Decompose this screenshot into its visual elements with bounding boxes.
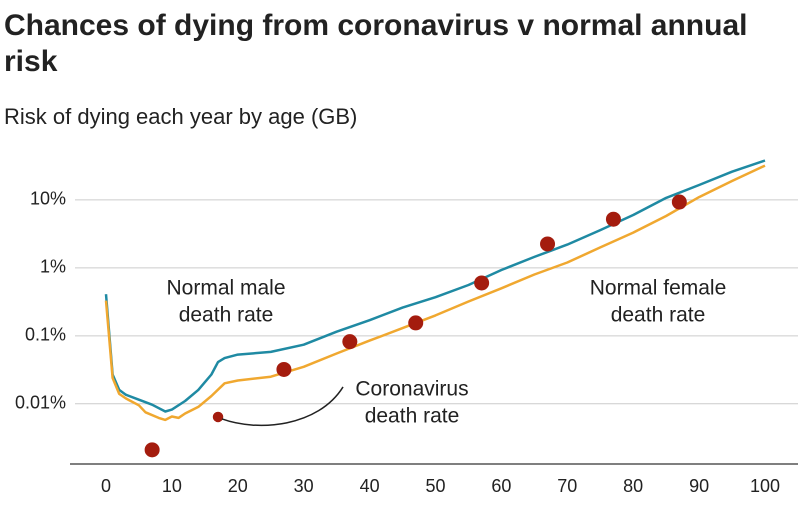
- y-tick-label: 0.01%: [15, 393, 66, 413]
- chart-subtitle: Risk of dying each year by age (GB): [4, 104, 358, 129]
- series-label: Normal female: [590, 277, 727, 300]
- point: [144, 442, 160, 458]
- point: [540, 236, 556, 252]
- series-label: Coronavirus: [355, 378, 468, 401]
- series-label: death rate: [611, 304, 706, 327]
- annotation-arrow: [221, 386, 344, 427]
- point: [276, 361, 292, 377]
- point: [211, 410, 225, 424]
- line: [104, 159, 766, 413]
- chart-title: Chances of dying from coronavirus v norm…: [4, 9, 748, 78]
- point: [605, 211, 621, 227]
- series-label: Normal male: [166, 277, 285, 300]
- x-tick-label: 10: [162, 476, 182, 496]
- x-tick-label: 40: [360, 476, 380, 496]
- x-tick-label: 30: [294, 476, 314, 496]
- point: [671, 194, 687, 210]
- series-label: death rate: [179, 304, 274, 327]
- x-tick-label: 0: [101, 476, 111, 496]
- y-tick-label: 0.1%: [25, 325, 66, 345]
- line: [104, 164, 766, 422]
- x-tick-label: 80: [623, 476, 643, 496]
- point: [408, 315, 424, 331]
- y-tick-label: 1%: [40, 257, 66, 277]
- y-tick-label: 10%: [30, 189, 66, 209]
- x-tick-label: 70: [557, 476, 577, 496]
- x-tick-label: 20: [228, 476, 248, 496]
- x-tick-label: 100: [750, 476, 780, 496]
- x-tick-label: 90: [689, 476, 709, 496]
- x-tick-label: 60: [491, 476, 511, 496]
- point: [342, 334, 358, 350]
- point: [474, 275, 490, 291]
- x-tick-label: 50: [425, 476, 445, 496]
- series-label: death rate: [365, 405, 460, 428]
